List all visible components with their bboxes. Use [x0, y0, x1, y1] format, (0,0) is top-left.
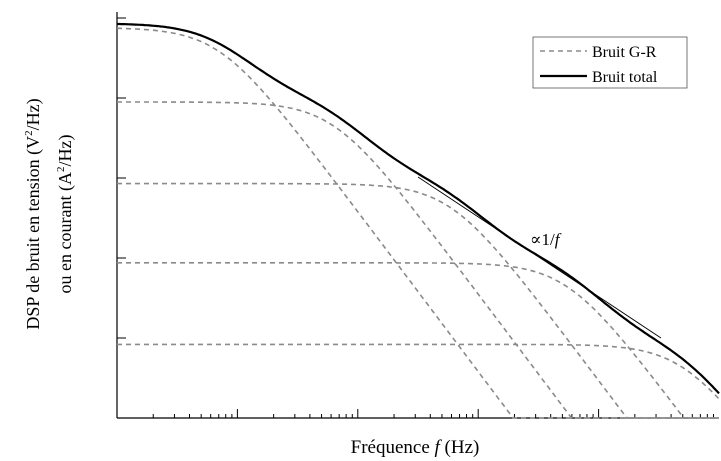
gr-curve-2	[117, 101, 719, 419]
slope-reference-line	[417, 176, 662, 339]
y-axis-label-line2: ou en courant (A2/Hz)	[55, 135, 76, 294]
legend-label-total: Bruit total	[592, 69, 658, 86]
gr-curve-5	[117, 343, 720, 400]
tick-marks	[116, 17, 714, 418]
gr-noise-curves	[117, 27, 720, 419]
gr-curve-3	[117, 182, 719, 419]
x-axis-label: Fréquence f (Hz)	[351, 437, 480, 458]
gr-curve-1	[117, 27, 719, 419]
y-axis-label-line1: DSP de bruit en tension (V2/Hz)	[23, 98, 44, 329]
legend-box	[532, 36, 688, 89]
legend-label-gr: Bruit G-R	[592, 44, 657, 61]
legend: Bruit G-R Bruit total	[532, 36, 688, 89]
gr-curve-4	[117, 262, 719, 419]
slope-annotation: ∝1/f	[530, 230, 562, 249]
total-noise-curve	[117, 22, 720, 395]
